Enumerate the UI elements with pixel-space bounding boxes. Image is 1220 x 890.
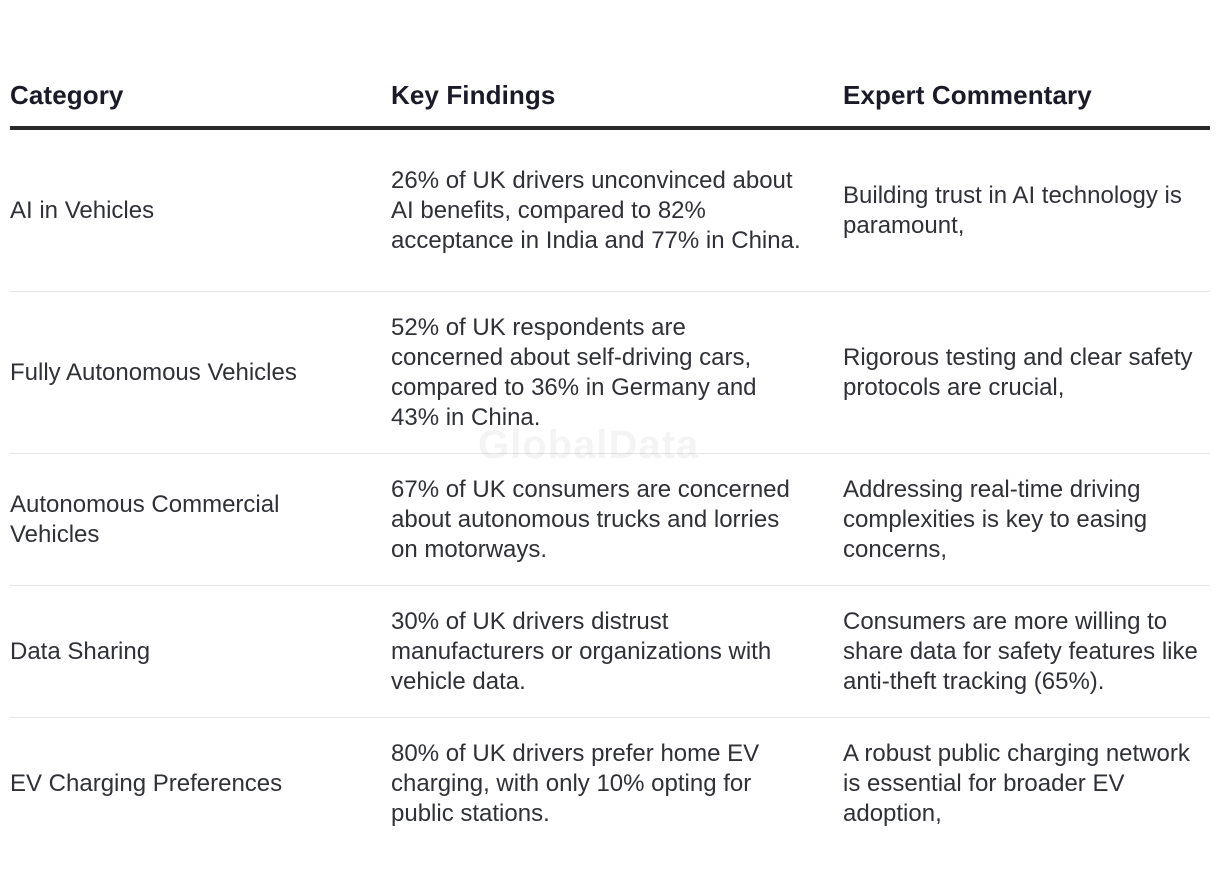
table-row: Fully Autonomous Vehicles 52% of UK resp… (10, 291, 1210, 454)
commentary-cell: Consumers are more willing to share data… (843, 585, 1210, 718)
commentary-cell: A robust public charging network is esse… (843, 718, 1210, 850)
category-text: Data Sharing (10, 637, 151, 665)
finding-text: 26% of UK drivers unconvinced about AI b… (391, 166, 801, 254)
finding-cell: 30% of UK drivers distrust manufacturers… (391, 585, 843, 718)
table-header: Category Key Findings Expert Commentary (10, 64, 1210, 130)
commentary-text: Consumers are more willing to share data… (843, 607, 1198, 695)
header-expert-commentary: Expert Commentary (843, 64, 1210, 130)
commentary-text: A robust public charging network is esse… (843, 739, 1190, 827)
table-row: Autonomous Commercial Vehicles 67% of UK… (10, 453, 1210, 586)
category-cell: Autonomous Commercial Vehicles (10, 453, 391, 586)
category-cell: Fully Autonomous Vehicles (10, 291, 391, 454)
commentary-text: Building trust in AI technology is param… (843, 181, 1182, 239)
commentary-text: Rigorous testing and clear safety protoc… (843, 343, 1193, 401)
category-cell: Data Sharing (10, 585, 391, 718)
table-row: AI in Vehicles 26% of UK drivers unconvi… (10, 128, 1210, 292)
table-row: EV Charging Preferences 80% of UK driver… (10, 718, 1210, 850)
table-body: AI in Vehicles 26% of UK drivers unconvi… (10, 128, 1210, 849)
commentary-cell: Building trust in AI technology is param… (843, 128, 1210, 292)
category-text: EV Charging Preferences (10, 769, 283, 797)
finding-text: 80% of UK drivers prefer home EV chargin… (391, 739, 760, 827)
category-text: Fully Autonomous Vehicles (10, 358, 297, 386)
category-text: Autonomous Commercial Vehicles (10, 490, 280, 548)
commentary-text: Addressing real-time driving complexitie… (843, 475, 1148, 563)
category-cell: EV Charging Preferences (10, 718, 391, 850)
commentary-cell: Rigorous testing and clear safety protoc… (843, 291, 1210, 454)
finding-cell: 80% of UK drivers prefer home EV chargin… (391, 718, 843, 850)
header-key-findings: Key Findings (391, 64, 843, 130)
finding-cell: 67% of UK consumers are concerned about … (391, 453, 843, 586)
category-cell: AI in Vehicles (10, 128, 391, 292)
findings-table: Category Key Findings Expert Commentary … (10, 64, 1210, 849)
finding-cell: 26% of UK drivers unconvinced about AI b… (391, 128, 843, 292)
findings-table-container: Category Key Findings Expert Commentary … (10, 64, 1210, 849)
finding-text: 67% of UK consumers are concerned about … (391, 475, 790, 563)
header-row: Category Key Findings Expert Commentary (10, 64, 1210, 130)
finding-text: 30% of UK drivers distrust manufacturers… (391, 607, 772, 695)
table-row: Data Sharing 30% of UK drivers distrust … (10, 585, 1210, 718)
header-category: Category (10, 64, 391, 130)
finding-text: 52% of UK respondents are concerned abou… (391, 313, 757, 431)
category-text: AI in Vehicles (10, 196, 155, 224)
finding-cell: 52% of UK respondents are concerned abou… (391, 291, 843, 454)
commentary-cell: Addressing real-time driving complexitie… (843, 453, 1210, 586)
